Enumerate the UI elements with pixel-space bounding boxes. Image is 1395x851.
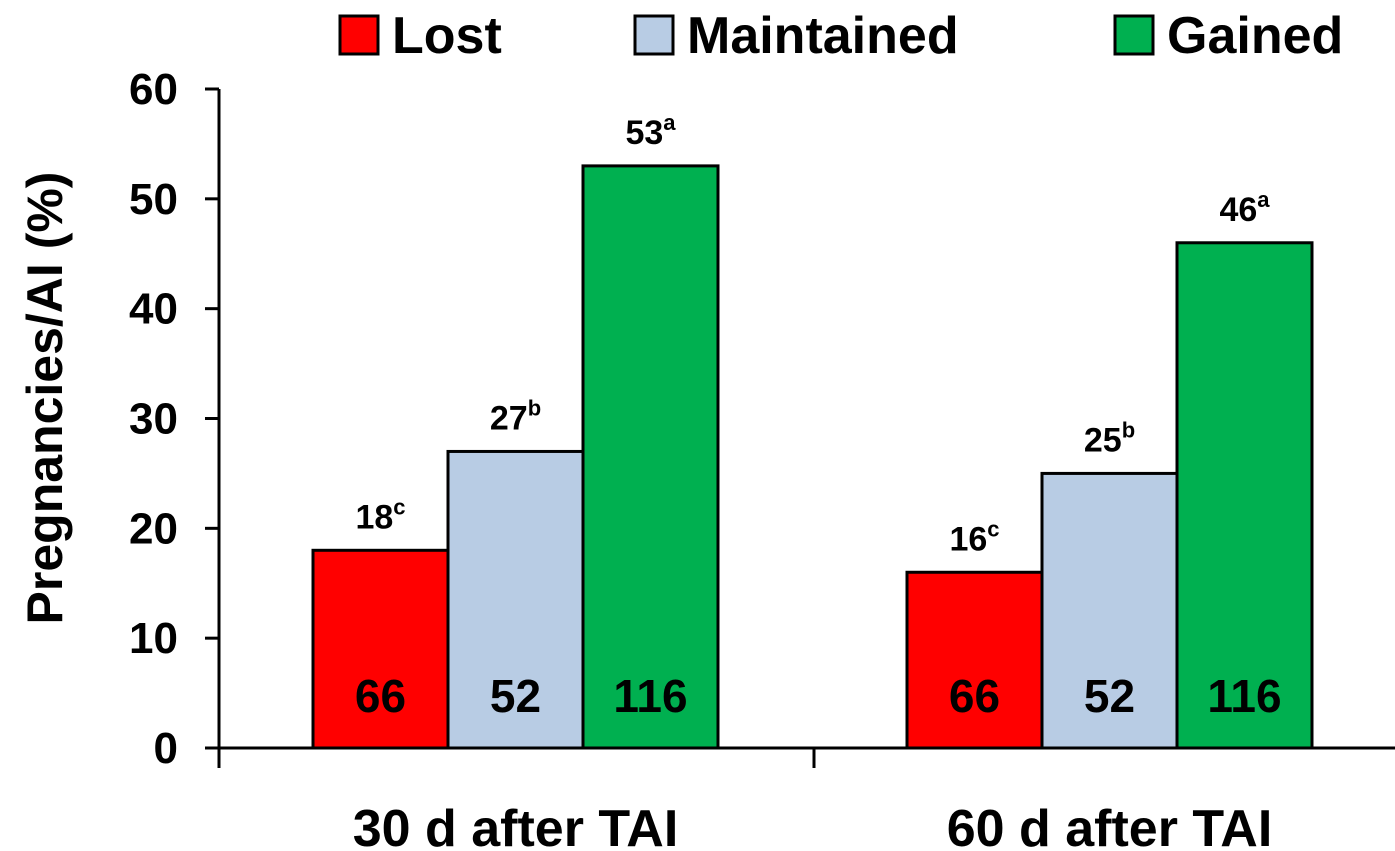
bar-n-label: 52 — [490, 670, 541, 722]
bar-n-label: 66 — [355, 670, 406, 722]
bar-value-label: 27b — [490, 395, 541, 437]
bar — [581, 164, 720, 750]
x-category-label: 60 d after TAI — [947, 800, 1273, 851]
y-tick-label: 10 — [129, 614, 178, 663]
legend-swatch — [338, 14, 380, 56]
y-tick-label: 40 — [129, 285, 178, 334]
legend-label: Gained — [1167, 7, 1343, 65]
bar — [311, 548, 450, 750]
bar — [1175, 241, 1314, 750]
legend: Lost Maintained Gained — [338, 7, 1343, 65]
bar-value-label: 53a — [625, 110, 676, 152]
bars: 18c 66 27b 52 53a 116 16c 66 25b 52 46a 116 — [311, 110, 1314, 750]
y-axis: 0 10 20 30 40 50 60 — [129, 65, 221, 773]
x-axis: 30 d after TAI 60 d after TAI — [217, 746, 1395, 851]
bar-n-label: 116 — [1207, 670, 1281, 722]
y-tick-label: 50 — [129, 175, 178, 224]
y-tick-label: 0 — [154, 724, 178, 773]
x-category-label: 30 d after TAI — [353, 800, 679, 851]
bar-value-label: 46a — [1219, 187, 1270, 229]
bar-value-label: 16c — [949, 516, 999, 558]
y-axis-label: Pregnancies/AI (%) — [17, 172, 73, 625]
bar-n-label: 52 — [1084, 670, 1135, 722]
legend-label: Maintained — [687, 7, 959, 65]
legend-swatch — [1113, 14, 1155, 56]
bar-value-label: 25b — [1084, 417, 1135, 459]
legend-label: Lost — [392, 7, 502, 65]
bar-n-label: 116 — [613, 670, 687, 722]
y-tick-label: 60 — [129, 65, 178, 114]
y-tick-label: 20 — [129, 504, 178, 553]
legend-swatch — [633, 14, 675, 56]
bar-value-label: 18c — [355, 494, 405, 536]
y-tick-label: 30 — [129, 395, 178, 444]
bar-n-label: 66 — [949, 670, 1000, 722]
